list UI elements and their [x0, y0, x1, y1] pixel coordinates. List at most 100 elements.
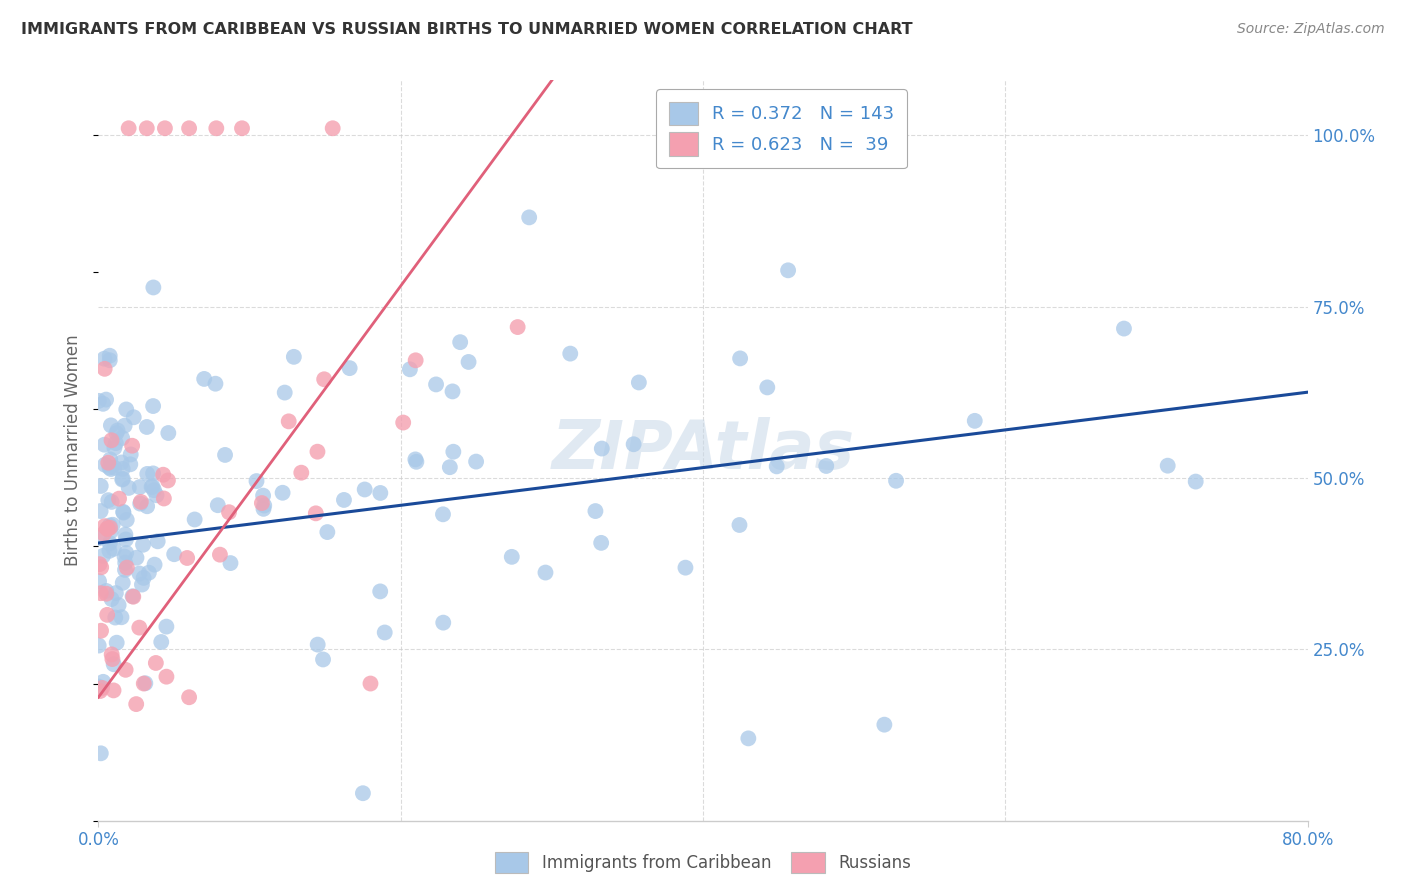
- Point: [128, 621, 150, 635]
- Point: [205, 121, 228, 136]
- Point: [100, 434, 122, 448]
- Point: [145, 488, 167, 502]
- Point: [93, 526, 115, 541]
- Point: [100, 495, 122, 509]
- Point: [104, 610, 127, 624]
- Point: [107, 424, 129, 438]
- Point: [218, 505, 240, 519]
- Point: [114, 563, 136, 577]
- Point: [114, 549, 136, 564]
- Point: [96, 522, 118, 536]
- Point: [96, 583, 118, 598]
- Point: [339, 361, 361, 376]
- Point: [457, 355, 479, 369]
- Point: [120, 458, 142, 472]
- Text: Source: ZipAtlas.com: Source: ZipAtlas.com: [1237, 22, 1385, 37]
- Point: [252, 501, 274, 516]
- Point: [100, 418, 122, 433]
- Point: [89, 557, 111, 571]
- Point: [157, 425, 180, 440]
- Point: [322, 121, 344, 136]
- Point: [118, 481, 141, 495]
- Point: [1112, 321, 1135, 335]
- Point: [142, 280, 165, 294]
- Point: [307, 638, 329, 652]
- Point: [271, 485, 294, 500]
- Point: [91, 549, 114, 563]
- Point: [111, 473, 134, 487]
- Point: [110, 610, 132, 624]
- Point: [1184, 475, 1206, 489]
- Point: [103, 441, 125, 455]
- Point: [627, 376, 650, 390]
- Point: [873, 717, 896, 731]
- Point: [100, 462, 122, 476]
- Point: [193, 372, 215, 386]
- Point: [121, 439, 143, 453]
- Point: [105, 426, 128, 441]
- Point: [134, 676, 156, 690]
- Point: [560, 346, 582, 360]
- Point: [179, 121, 201, 136]
- Point: [765, 459, 787, 474]
- Point: [111, 431, 134, 445]
- Point: [884, 474, 907, 488]
- Point: [89, 684, 111, 698]
- Point: [103, 541, 125, 556]
- Point: [91, 674, 114, 689]
- Point: [98, 521, 121, 535]
- Point: [120, 447, 142, 461]
- Point: [290, 466, 312, 480]
- Point: [105, 636, 128, 650]
- Point: [399, 362, 422, 376]
- Point: [250, 496, 273, 510]
- Point: [93, 519, 115, 533]
- Point: [111, 575, 134, 590]
- Point: [465, 454, 488, 468]
- Point: [90, 624, 112, 638]
- Point: [115, 402, 138, 417]
- Point: [312, 652, 335, 666]
- Point: [432, 615, 454, 630]
- Point: [110, 455, 132, 469]
- Point: [501, 549, 523, 564]
- Point: [98, 452, 121, 467]
- Point: [93, 351, 115, 366]
- Point: [132, 571, 155, 585]
- Point: [87, 680, 110, 694]
- Point: [179, 690, 201, 705]
- Point: [115, 513, 138, 527]
- Point: [728, 351, 751, 366]
- Point: [122, 590, 145, 604]
- Point: [87, 393, 110, 408]
- Point: [101, 652, 124, 666]
- Point: [132, 538, 155, 552]
- Point: [114, 663, 136, 677]
- Point: [115, 546, 138, 560]
- Point: [204, 376, 226, 391]
- Point: [392, 416, 415, 430]
- Point: [136, 500, 159, 514]
- Point: [129, 495, 152, 509]
- Point: [728, 518, 751, 533]
- Point: [122, 410, 145, 425]
- Point: [316, 524, 339, 539]
- Point: [100, 524, 122, 539]
- Point: [314, 372, 336, 386]
- Point: [432, 508, 454, 522]
- Point: [283, 350, 305, 364]
- Point: [111, 462, 134, 476]
- Point: [112, 505, 135, 519]
- Point: [219, 556, 242, 570]
- Point: [183, 512, 205, 526]
- Point: [153, 121, 176, 136]
- Point: [90, 504, 112, 518]
- Point: [307, 444, 329, 458]
- Point: [252, 489, 274, 503]
- Point: [534, 566, 557, 580]
- Point: [370, 486, 392, 500]
- Point: [141, 480, 163, 494]
- Point: [108, 491, 131, 506]
- Point: [107, 598, 129, 612]
- Point: [103, 460, 125, 475]
